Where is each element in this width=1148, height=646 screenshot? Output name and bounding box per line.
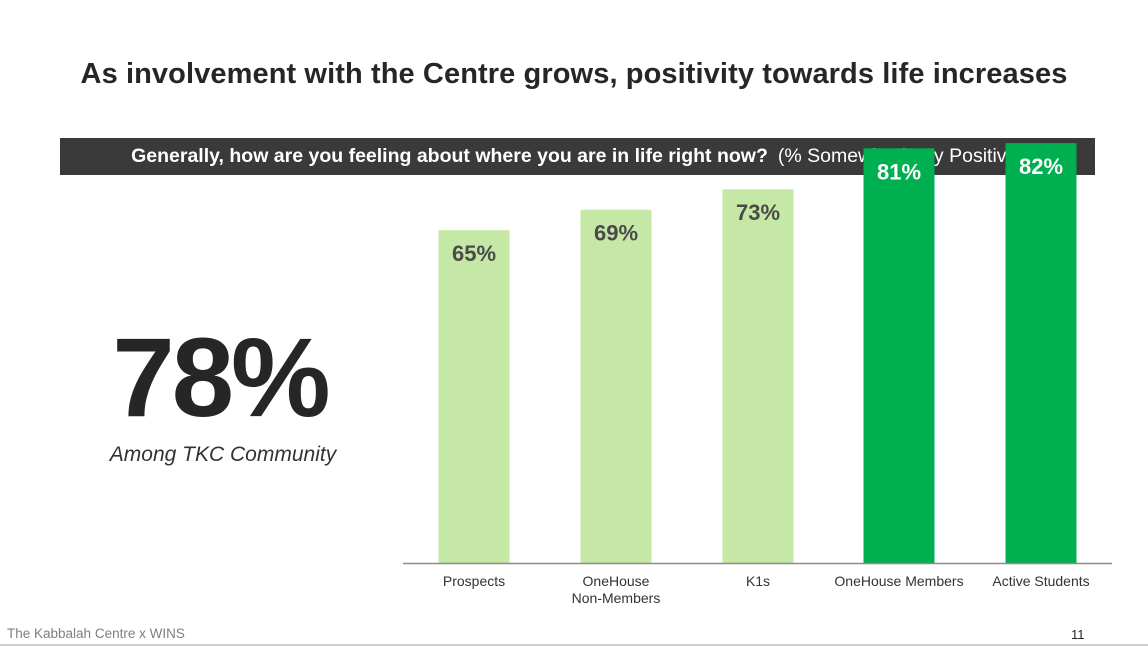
bar: [1005, 143, 1077, 563]
page-number: 11: [1071, 627, 1085, 642]
x-tick-label: Prospects: [443, 573, 505, 589]
highlight-stat-label: Among TKC Community: [109, 443, 337, 466]
footer-text: The Kabbalah Centre x WINS: [7, 626, 185, 641]
data-label: 69%: [594, 221, 638, 246]
data-label: 73%: [736, 200, 780, 225]
bar: [863, 148, 935, 563]
bar: [722, 189, 794, 564]
data-label: 82%: [1019, 154, 1063, 179]
bar: [580, 209, 652, 563]
x-tick-label: K1s: [746, 573, 770, 589]
slide-title: As involvement with the Centre grows, po…: [80, 58, 1068, 90]
x-tick-label: OneHouse: [583, 573, 650, 589]
data-label: 65%: [452, 241, 496, 266]
highlight-stat: 78%: [112, 315, 330, 440]
bottom-divider: [0, 644, 1148, 646]
x-tick-label: OneHouse Members: [834, 573, 963, 589]
bar: [438, 230, 510, 563]
data-label: 81%: [877, 159, 921, 184]
x-tick-label: Active Students: [992, 573, 1089, 589]
question-text: Generally, how are you feeling about whe…: [131, 145, 768, 167]
x-tick-label: Non-Members: [572, 590, 661, 606]
